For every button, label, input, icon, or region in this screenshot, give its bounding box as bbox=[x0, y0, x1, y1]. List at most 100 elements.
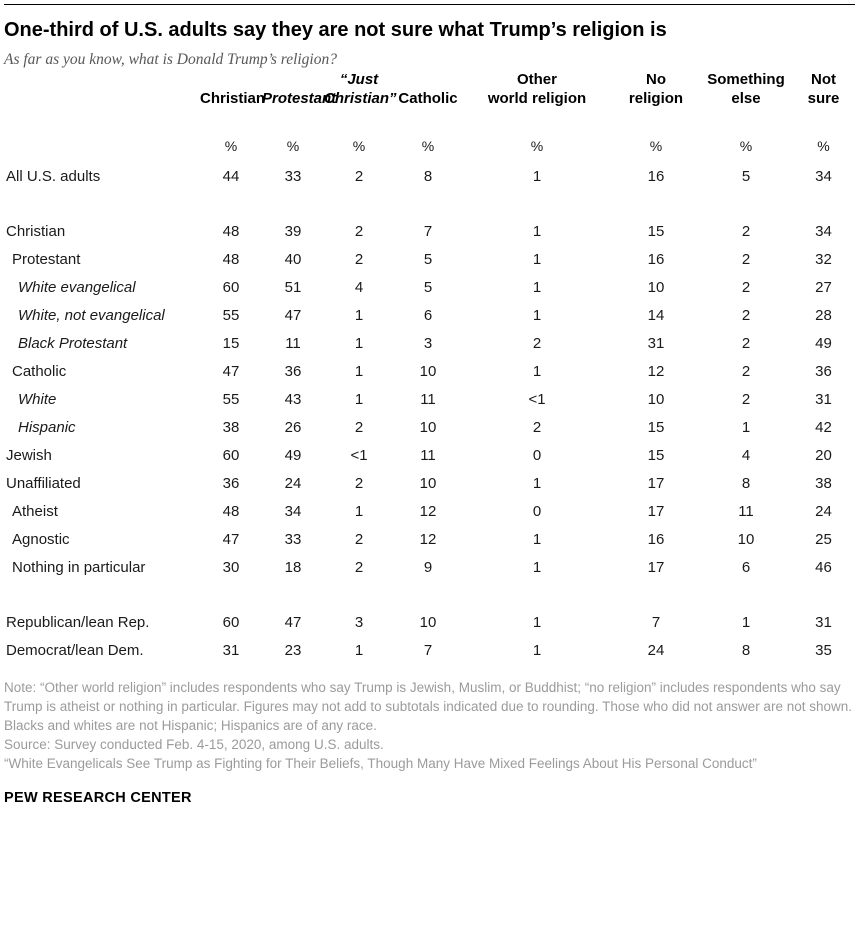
value-cell: 20 bbox=[815, 447, 832, 464]
row-label: All U.S. adults bbox=[6, 168, 101, 185]
value-cell: 33 bbox=[284, 531, 302, 548]
note-line-1: Note: “Other world religion” includes re… bbox=[4, 679, 852, 733]
value-cell: 12 bbox=[647, 363, 665, 380]
value-cell: 8 bbox=[741, 475, 751, 492]
value-cell: 31 bbox=[647, 335, 665, 352]
value-cell: 49 bbox=[284, 447, 302, 464]
unit-cell: % bbox=[352, 137, 366, 154]
value-cell: 0 bbox=[532, 503, 542, 520]
chart-subtitle: As far as you know, what is Donald Trump… bbox=[4, 51, 337, 68]
value-cell: 23 bbox=[284, 642, 302, 659]
column-header-4: Catholic bbox=[398, 89, 458, 107]
spacer-row bbox=[4, 191, 855, 218]
value-cell: 1 bbox=[354, 335, 364, 352]
row-label: Republican/lean Rep. bbox=[6, 614, 150, 631]
value-cell: 1 bbox=[741, 419, 751, 436]
value-cell: 4 bbox=[741, 447, 751, 464]
value-cell: 24 bbox=[284, 475, 302, 492]
value-cell: 1 bbox=[532, 279, 542, 296]
row-label: White, not evangelical bbox=[18, 307, 165, 324]
value-cell: 12 bbox=[419, 503, 437, 520]
value-cell: <1 bbox=[528, 391, 546, 408]
unit-cell: % bbox=[530, 137, 544, 154]
value-cell: 1 bbox=[532, 307, 542, 324]
value-cell: 15 bbox=[222, 335, 240, 352]
value-cell: 2 bbox=[354, 475, 364, 492]
value-cell: 55 bbox=[222, 391, 240, 408]
value-cell: 15 bbox=[647, 447, 665, 464]
column-header-2: Protestant bbox=[262, 89, 337, 107]
value-cell: 28 bbox=[815, 307, 832, 324]
table-row: Unaffiliated 36 24 2 10 1 17 8 38 bbox=[4, 470, 855, 498]
pew-footer: PEW RESEARCH CENTER bbox=[4, 790, 192, 807]
table-row: Nothing in particular 30 18 2 9 1 17 6 46 bbox=[4, 554, 855, 582]
table-body: All U.S. adults 44 33 2 8 1 16 5 34 Christian 48 39… bbox=[4, 163, 855, 665]
value-cell: 1 bbox=[532, 614, 542, 631]
value-cell: 60 bbox=[222, 614, 240, 631]
table-row: Democrat/lean Dem. 31 23 1 7 1 24 8 35 bbox=[4, 637, 855, 665]
value-cell: 16 bbox=[647, 531, 665, 548]
row-label: Hispanic bbox=[18, 419, 76, 436]
value-cell: 10 bbox=[737, 531, 755, 548]
pew-table-figure: One-third of U.S. adults say they are no… bbox=[4, 4, 855, 807]
value-cell: 11 bbox=[738, 503, 754, 520]
value-cell: 15 bbox=[647, 223, 665, 240]
value-cell: 43 bbox=[284, 391, 302, 408]
table-row: White 55 43 1 11 <1 10 2 31 bbox=[4, 386, 855, 414]
value-cell: 1 bbox=[532, 168, 542, 185]
value-cell: 10 bbox=[419, 363, 437, 380]
value-cell: 8 bbox=[423, 168, 433, 185]
row-label: Nothing in particular bbox=[12, 559, 146, 576]
value-cell: 1 bbox=[532, 531, 542, 548]
chart-title: One-third of U.S. adults say they are no… bbox=[4, 19, 667, 41]
table-row: All U.S. adults 44 33 2 8 1 16 5 34 bbox=[4, 163, 855, 191]
value-cell: 1 bbox=[532, 475, 542, 492]
value-cell: 33 bbox=[284, 168, 302, 185]
value-cell: 34 bbox=[815, 168, 832, 185]
value-cell: <1 bbox=[350, 447, 368, 464]
table-row: Christian 48 39 2 7 1 15 2 34 bbox=[4, 218, 855, 246]
value-cell: 3 bbox=[354, 614, 364, 631]
table-row: Jewish 60 49 <1 11 0 15 4 20 bbox=[4, 442, 855, 470]
value-cell: 24 bbox=[647, 642, 665, 659]
row-label: Unaffiliated bbox=[6, 475, 81, 492]
value-cell: 25 bbox=[815, 531, 832, 548]
row-label: White evangelical bbox=[18, 279, 136, 296]
row-label: Protestant bbox=[12, 251, 81, 268]
value-cell: 2 bbox=[741, 363, 751, 380]
value-cell: 55 bbox=[222, 307, 240, 324]
value-cell: 2 bbox=[741, 335, 751, 352]
value-cell: 15 bbox=[647, 419, 665, 436]
value-cell: 1 bbox=[532, 642, 542, 659]
row-label: Christian bbox=[6, 223, 66, 240]
value-cell: 1 bbox=[532, 223, 542, 240]
table-row: Agnostic 47 33 2 12 1 16 10 25 bbox=[4, 526, 855, 554]
value-cell: 18 bbox=[284, 559, 302, 576]
column-header-7: Something else bbox=[707, 71, 785, 107]
value-cell: 31 bbox=[815, 391, 832, 408]
value-cell: 12 bbox=[419, 531, 437, 548]
value-cell: 10 bbox=[419, 475, 437, 492]
value-cell: 1 bbox=[354, 363, 364, 380]
value-cell: 38 bbox=[222, 419, 240, 436]
value-cell: 17 bbox=[647, 503, 665, 520]
value-cell: 6 bbox=[423, 307, 433, 324]
value-cell: 36 bbox=[284, 363, 302, 380]
table-header: Christian Protestant “Just Christian” Catho… bbox=[4, 71, 855, 163]
value-cell: 2 bbox=[741, 251, 751, 268]
value-cell: 48 bbox=[222, 251, 240, 268]
value-cell: 1 bbox=[354, 307, 364, 324]
value-cell: 8 bbox=[741, 642, 751, 659]
unit-cell: % bbox=[817, 137, 830, 154]
value-cell: 2 bbox=[354, 531, 364, 548]
value-cell: 10 bbox=[419, 419, 437, 436]
value-cell: 10 bbox=[647, 391, 665, 408]
row-label: Agnostic bbox=[12, 531, 70, 548]
value-cell: 30 bbox=[222, 559, 240, 576]
table-row: Atheist 48 34 1 12 0 17 11 24 bbox=[4, 498, 855, 526]
value-cell: 24 bbox=[815, 503, 832, 520]
value-cell: 39 bbox=[284, 223, 302, 240]
row-label: Democrat/lean Dem. bbox=[6, 642, 144, 659]
column-header-3: “Just Christian” bbox=[324, 71, 397, 107]
value-cell: 31 bbox=[222, 642, 240, 659]
